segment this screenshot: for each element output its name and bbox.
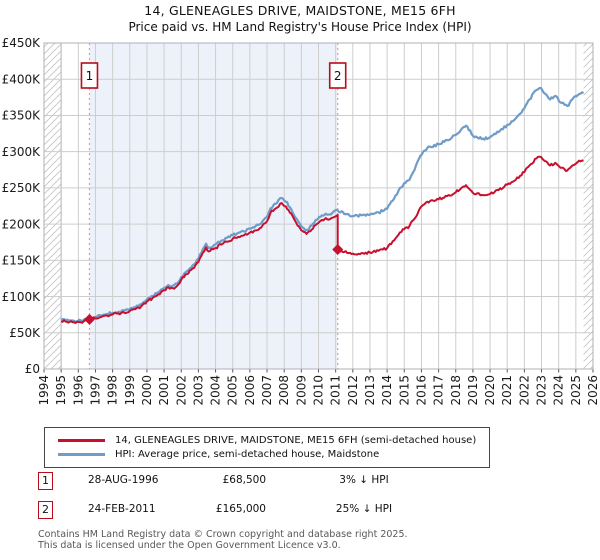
pre-data-hatch: [44, 43, 62, 369]
x-axis-labels: 1994 1995 1996 1997 1998 1999 2000 2001 2002 2003…: [37, 375, 600, 406]
sale-marker-box: [328, 62, 347, 89]
x-axis-label: 2009: [294, 375, 308, 406]
legend: 14, GLENEAGLES DRIVE, MAIDSTONE, ME15 6F…: [44, 427, 490, 468]
x-axis-label: 2016: [414, 375, 428, 406]
transaction-1-marker: 1: [38, 472, 53, 490]
x-axis-label: 1997: [88, 375, 102, 406]
y-axis-label: £400K: [2, 72, 42, 86]
price-paid-line: [60, 155, 584, 324]
y-axis-labels: £0 £50K £100K £150K £200K £250K £300K £350K £400…: [2, 36, 42, 376]
legend-label-hpi: HPI: Average price, semi-detached house,…: [115, 449, 380, 460]
x-axis-label: 2004: [209, 375, 223, 406]
price-history-chart: £0 £50K £100K £150K £200K £250K £300K £350K £400…: [2, 36, 600, 406]
transactions-list: 1 28-AUG-1996 £68,500 3% ↓ HPI 2 24-FEB-…: [36, 470, 596, 528]
x-axis-label: 2001: [157, 375, 171, 406]
post-data-hatch: [583, 43, 593, 369]
x-axis-label: 2021: [500, 375, 514, 406]
x-axis-label: 2020: [483, 375, 497, 406]
hpi-line-swatch: [58, 453, 105, 456]
y-axis-label: £300K: [2, 145, 42, 159]
x-axis-label: 2011: [329, 375, 343, 406]
sale-marker-box: [80, 62, 99, 89]
x-axis-label: 2003: [191, 375, 205, 406]
x-axis-label: 2012: [346, 375, 360, 406]
x-axis-label: 1998: [106, 375, 120, 406]
x-axis-label: 2000: [140, 375, 154, 406]
attribution-line-2: This data is licensed under the Open Gov…: [38, 540, 341, 551]
x-axis-label: 2022: [517, 375, 531, 406]
x-axis-label: 2024: [552, 375, 566, 406]
transaction-2-marker: 2: [38, 501, 53, 519]
y-axis-label: £50K: [9, 326, 41, 340]
x-axis-label: 2015: [397, 375, 411, 406]
property-line-swatch: [58, 439, 105, 442]
sale-marker-diamond: [332, 243, 344, 255]
transaction-1-price: £68,500: [222, 474, 266, 486]
x-axis-label: 2023: [535, 375, 549, 406]
sale-marker-number: 1: [86, 69, 94, 83]
y-axis-label: £100K: [2, 290, 42, 304]
x-axis-label: 2010: [312, 375, 326, 406]
sale-marker-diamond: [83, 313, 95, 325]
legend-label-property: 14, GLENEAGLES DRIVE, MAIDSTONE, ME15 6F…: [115, 435, 477, 446]
sale-marker-number: 2: [334, 69, 342, 83]
plot-border: [43, 42, 594, 370]
y-axis-label: £200K: [2, 217, 42, 231]
x-axis-label: 2007: [260, 375, 274, 406]
y-axis-label: £0: [25, 362, 40, 376]
transaction-2-date: 24-FEB-2011: [88, 503, 156, 515]
legend-item-property: 14, GLENEAGLES DRIVE, MAIDSTONE, ME15 6F…: [45, 435, 489, 446]
x-axis-label: 2018: [449, 375, 463, 406]
x-axis-label: 2002: [174, 375, 188, 406]
attribution-footer: Contains HM Land Registry data © Crown c…: [38, 529, 594, 551]
x-axis-label: 1995: [54, 375, 68, 406]
page-title: 14, GLENEAGLES DRIVE, MAIDSTONE, ME15 6F…: [144, 3, 456, 18]
y-axis-label: £350K: [2, 109, 42, 123]
x-axis-label: 2008: [277, 375, 291, 406]
y-axis-label: £450K: [2, 36, 42, 50]
x-axis-label: 1996: [71, 375, 85, 406]
x-axis-label: 2005: [226, 375, 240, 406]
legend-item-hpi: HPI: Average price, semi-detached house,…: [45, 449, 489, 460]
y-axis-label: £150K: [2, 254, 42, 268]
x-axis-label: 2026: [586, 375, 600, 406]
transaction-2-vs-hpi: 25% ↓ HPI: [335, 503, 393, 515]
x-axis-label: 1999: [123, 375, 137, 406]
transaction-2-price: £165,000: [215, 503, 266, 515]
transaction-row-1: 1 28-AUG-1996 £68,500 3% ↓ HPI: [36, 470, 596, 499]
attribution-line-1: Contains HM Land Registry data © Crown c…: [38, 529, 408, 540]
page-subtitle: Price paid vs. HM Land Registry's House …: [128, 20, 472, 34]
x-axis-label: 2017: [432, 375, 446, 406]
x-axis-label: 2013: [363, 375, 377, 406]
hpi-line: [60, 86, 585, 323]
transaction-row-2: 2 24-FEB-2011 £165,000 25% ↓ HPI: [36, 499, 596, 528]
x-axis-label: 2006: [243, 375, 257, 406]
ownership-span: [89, 43, 338, 369]
x-axis-label: 1994: [37, 375, 51, 406]
x-axis-label: 2019: [466, 375, 480, 406]
x-axis-label: 2025: [569, 375, 583, 406]
transaction-1-vs-hpi: 3% ↓ HPI: [339, 474, 389, 486]
x-axis-label: 2014: [380, 375, 394, 406]
transaction-1-date: 28-AUG-1996: [88, 474, 159, 486]
y-axis-label: £250K: [2, 181, 42, 195]
